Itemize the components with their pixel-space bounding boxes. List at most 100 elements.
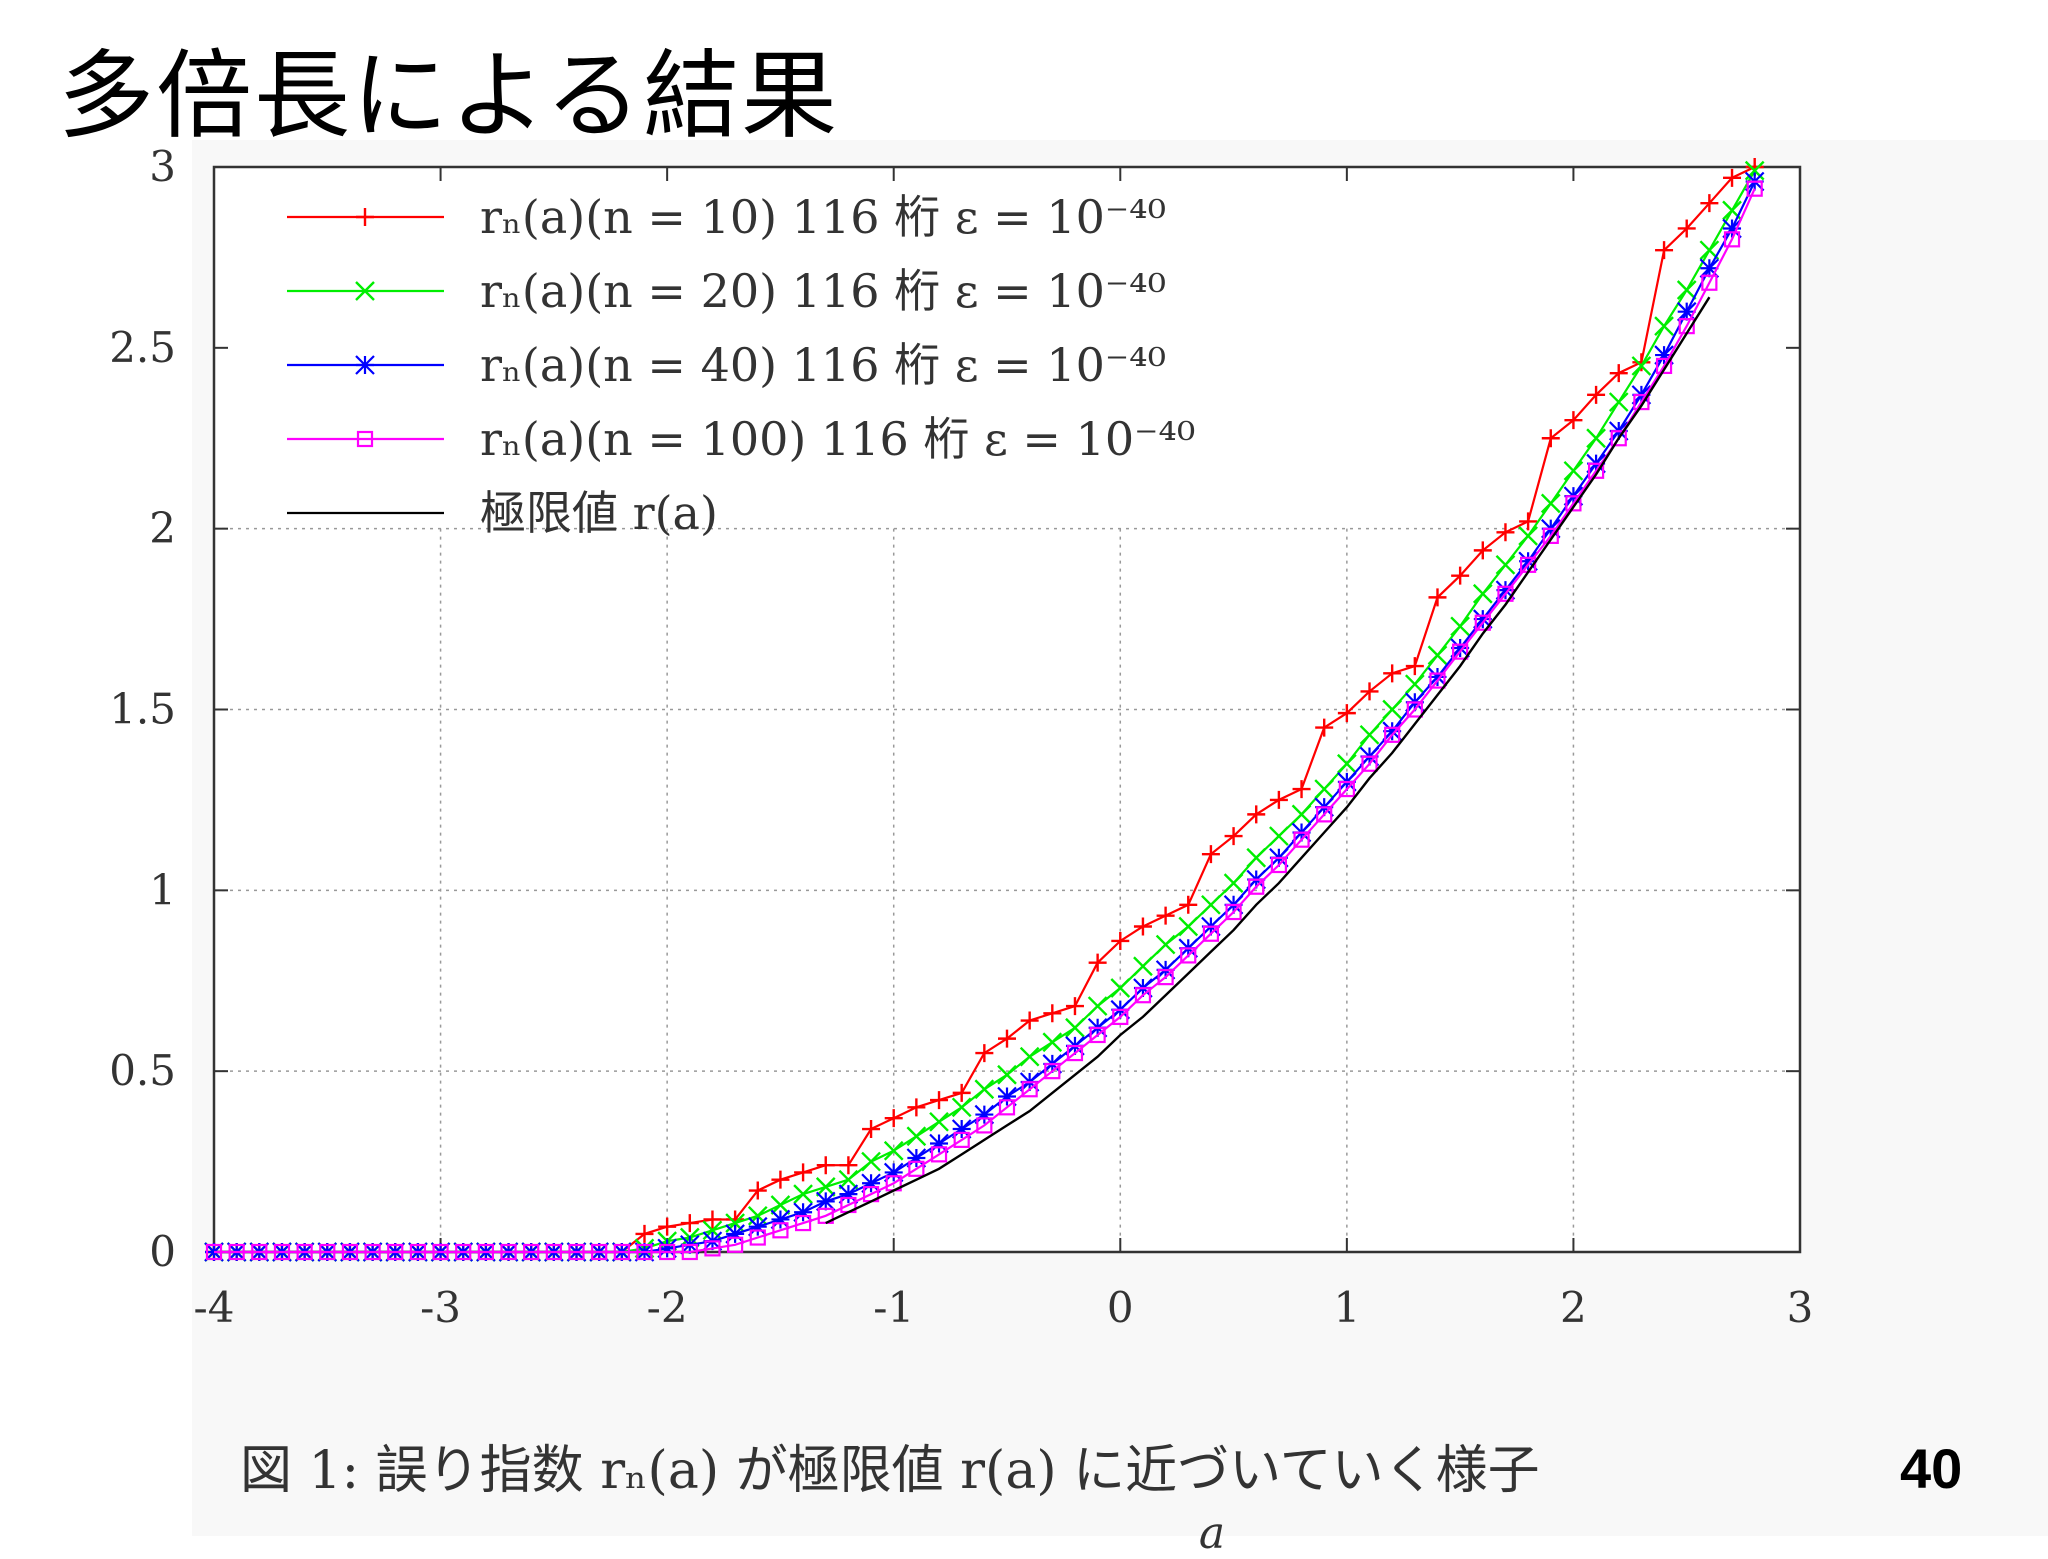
data-point-cross (1314, 779, 1335, 799)
data-point-square (1361, 755, 1378, 772)
data-point-star (1382, 721, 1402, 741)
data-point-square (1270, 856, 1287, 874)
data-point-plus (1043, 1004, 1062, 1023)
data-point-cross (815, 1177, 836, 1197)
data-point-star (951, 1119, 972, 1139)
data-point-cross (1223, 873, 1244, 893)
data-point-plus (635, 1224, 654, 1243)
data-point-plus (1247, 805, 1266, 824)
data-point-plus (1156, 906, 1175, 925)
y-tick-label: 2 (149, 504, 176, 553)
data-point-star (1495, 580, 1516, 600)
data-point-star (770, 1209, 791, 1230)
data-point-cross (1042, 1032, 1063, 1053)
data-point-plus (1473, 541, 1492, 560)
data-point-plus (1337, 704, 1356, 723)
data-point-square (341, 1243, 359, 1261)
data-point-star (974, 1104, 995, 1125)
x-tick-label: -3 (420, 1283, 461, 1332)
legend-entry-3: rₙ(a)(n = 100) 116 桁 ε = 10⁻⁴⁰ (480, 412, 1195, 466)
data-point-square (1565, 495, 1582, 512)
data-point-square (727, 1236, 744, 1253)
data-point-plus (703, 1210, 722, 1229)
data-point-cross (1110, 978, 1131, 998)
y-tick-label: 3 (149, 142, 176, 191)
data-point-square (1384, 726, 1401, 743)
data-point-plus (1655, 241, 1674, 260)
data-point-square (908, 1160, 925, 1177)
data-point-cross (1269, 826, 1289, 846)
data-point-square (455, 1243, 472, 1261)
data-point-square (364, 1243, 381, 1261)
data-point-square (1633, 393, 1650, 411)
data-point-cross (1178, 916, 1199, 937)
data-point-square (1452, 643, 1469, 660)
data-point-cross (1359, 724, 1380, 745)
data-point-plus (1632, 353, 1651, 372)
data-point-star (1427, 667, 1448, 687)
data-point-square (1021, 1081, 1038, 1098)
x-tick-label: 0 (1107, 1283, 1134, 1332)
data-point-cross (1337, 753, 1357, 774)
data-point-plus (1496, 523, 1515, 542)
data-point-square (1066, 1044, 1084, 1062)
data-point-star (929, 1133, 949, 1154)
data-point-plus (952, 1083, 971, 1102)
data-point-cross (861, 1151, 881, 1172)
data-point-square (296, 1243, 313, 1261)
data-point-square (1044, 1063, 1061, 1080)
data-point-star (355, 355, 375, 375)
data-point-plus (1111, 931, 1130, 950)
data-point-plus (1723, 168, 1742, 187)
data-point-plus (794, 1163, 813, 1182)
data-point-plus (1224, 827, 1243, 846)
data-point-square (976, 1117, 993, 1134)
data-point-square (228, 1243, 245, 1261)
data-point-square (1542, 527, 1559, 544)
data-point-cross (1382, 699, 1403, 720)
data-point-cross (1019, 1046, 1040, 1067)
data-point-plus (998, 1029, 1016, 1048)
y-tick-label: 2.5 (109, 323, 176, 372)
data-point-square (591, 1243, 608, 1261)
data-point-star (838, 1184, 859, 1204)
data-point-plus (1133, 917, 1152, 936)
x-tick-label: 3 (1787, 1283, 1814, 1332)
data-point-square (930, 1146, 948, 1163)
data-point-cross (1631, 356, 1652, 376)
data-point-plus (658, 1217, 677, 1236)
legend-entry-1: rₙ(a)(n = 20) 116 桁 ε = 10⁻⁴⁰ (480, 264, 1166, 318)
legend-entry-2: rₙ(a)(n = 40) 116 桁 ε = 10⁻⁴⁰ (480, 338, 1166, 392)
data-point-plus (356, 208, 374, 226)
x-axis-label: a (1198, 1508, 1226, 1559)
data-point-cross (1518, 526, 1538, 546)
data-point-cross (1133, 956, 1153, 977)
data-point-square (998, 1099, 1016, 1116)
data-point-square (1112, 1008, 1129, 1026)
data-point-square (1474, 614, 1491, 631)
data-point-square (319, 1243, 336, 1261)
data-point-plus (680, 1214, 699, 1233)
legend-entry-4: 極限値 r(a) (480, 486, 718, 540)
data-point-cross (1654, 316, 1674, 336)
data-point-square (205, 1243, 223, 1261)
chart-svg: -4 -3 -2 -1 0 1 2 3 0 0.5 1 1.5 2 2.5 3 rₙ(a)(n = 10) 1… (109, 142, 1814, 1332)
data-point-star (747, 1216, 768, 1237)
data-point-square (545, 1243, 562, 1261)
data-point-square (568, 1243, 585, 1261)
data-point-star (815, 1191, 836, 1212)
data-point-cross (1676, 280, 1697, 300)
data-point-square (681, 1243, 698, 1261)
data-point-square (1701, 274, 1718, 291)
data-point-square (953, 1131, 970, 1148)
data-point-square (387, 1243, 404, 1261)
data-point-plus (816, 1156, 835, 1175)
legend-entry-0: rₙ(a)(n = 10) 116 桁 ε = 10⁻⁴⁰ (480, 190, 1166, 244)
data-point-plus (862, 1120, 881, 1139)
data-point-plus (839, 1156, 858, 1175)
data-point-plus (1587, 385, 1606, 404)
data-point-cross (929, 1111, 949, 1132)
data-point-square (1180, 947, 1197, 964)
data-point-plus (930, 1091, 949, 1110)
data-point-cross (997, 1064, 1017, 1085)
